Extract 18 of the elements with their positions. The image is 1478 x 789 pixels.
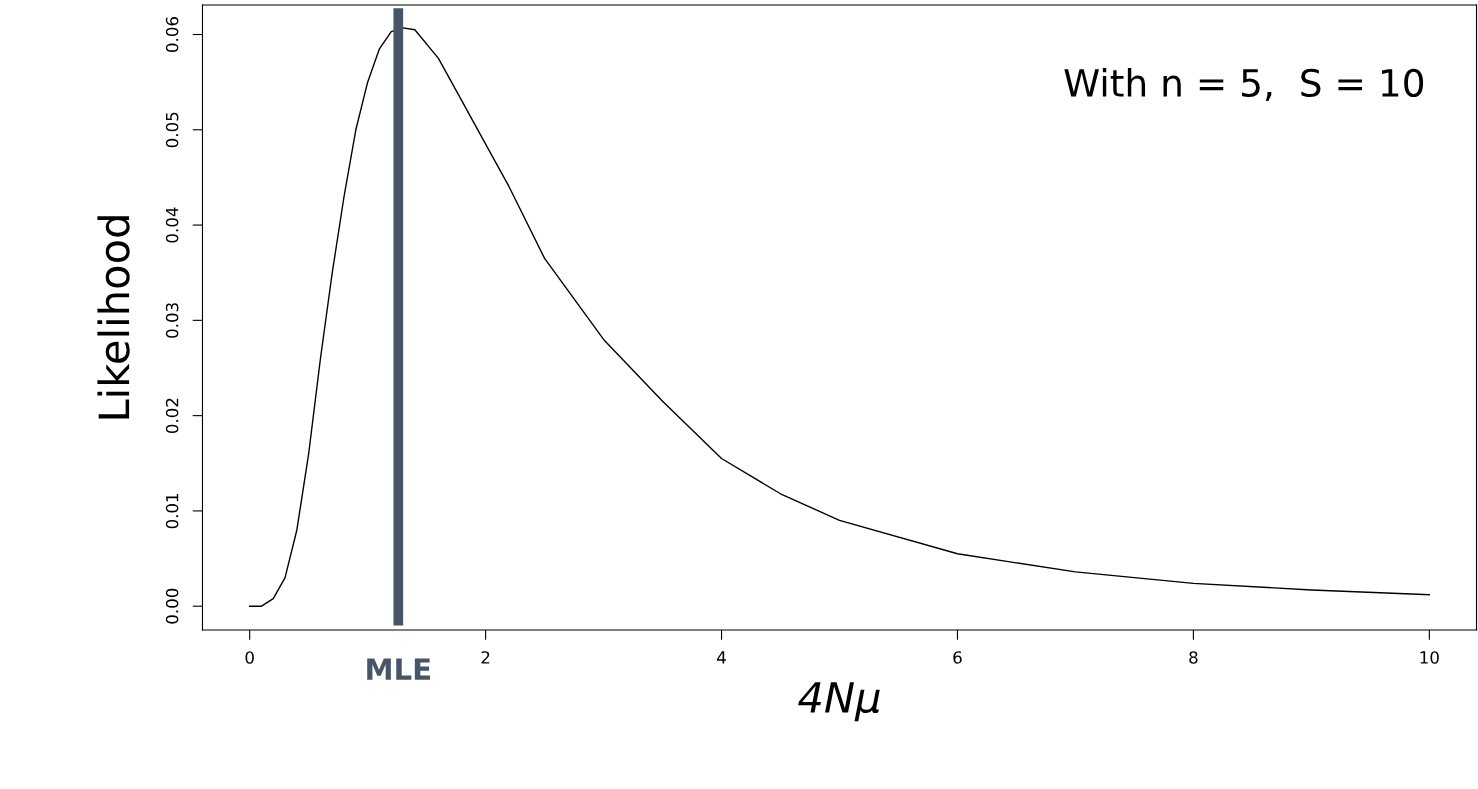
x-tick-label: 0 xyxy=(245,651,254,664)
y-tick-label: 0.02 xyxy=(165,398,179,434)
x-tick-label: 8 xyxy=(1189,651,1198,664)
y-tick-label: 0.04 xyxy=(165,207,179,243)
y-tick-label: 0.00 xyxy=(165,588,179,624)
y-tick-label: 0.01 xyxy=(165,493,179,529)
y-tick-label: 0.05 xyxy=(165,112,179,148)
line-series xyxy=(248,27,1431,607)
y-tick-label: 0.03 xyxy=(165,303,179,338)
x-tick-label: 10 xyxy=(1420,651,1439,664)
x-tick-label: 2 xyxy=(481,651,490,664)
annotation: With n = 5, S = 10 xyxy=(1064,68,1424,101)
ref-line-label: MLE xyxy=(367,658,430,680)
x-axis-title: 4Nμ xyxy=(798,682,880,722)
y-axis-title: Likelihood xyxy=(97,216,130,419)
x-tick-label: 4 xyxy=(717,651,726,664)
x-tick-label: 6 xyxy=(953,651,962,664)
y-tick-label: 0.06 xyxy=(165,17,179,52)
